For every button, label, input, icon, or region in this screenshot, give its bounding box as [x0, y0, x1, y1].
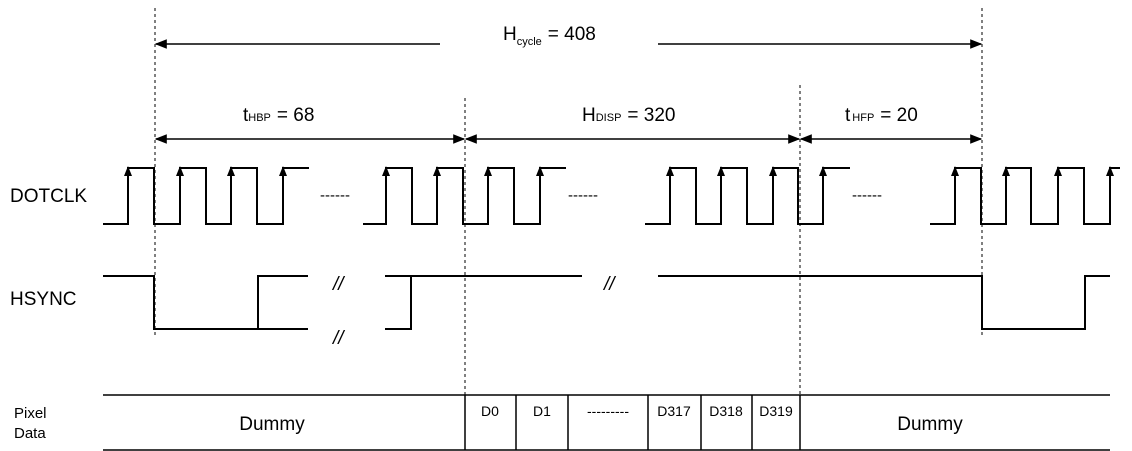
- rising-edge-arrow: [1002, 166, 1010, 176]
- pixel-cell-d318: D318: [709, 403, 743, 419]
- dotclk-segment-1: [103, 167, 309, 225]
- pixel-cell-d0: D0: [481, 403, 499, 419]
- rising-edge-arrow: [717, 166, 725, 176]
- rising-edge-arrow: [484, 166, 492, 176]
- pixel-cell-d1: D1: [533, 403, 551, 419]
- thfp-label: t HFP = 20: [845, 105, 918, 126]
- hsync-signal-label: HSYNC: [10, 289, 77, 310]
- hsync-break-lower: //: [331, 328, 345, 349]
- pixel-cell-d317: D317: [657, 403, 691, 419]
- pixel-data-bus: [103, 394, 1110, 451]
- hsync-rise-segment: [257, 275, 308, 329]
- hcycle-label: Hcycle = 408: [503, 24, 596, 48]
- rising-edge-arrow: [279, 166, 287, 176]
- hsync-high-right: [658, 275, 1110, 330]
- dotclk-signal-label: DOTCLK: [10, 186, 87, 207]
- pixel-dummy-right: Dummy: [897, 414, 963, 435]
- rising-edge-arrow: [382, 166, 390, 176]
- pixel-cell-d319: D319: [759, 403, 793, 419]
- dotclk-waveform: [103, 167, 1120, 225]
- rising-edge-arrow: [176, 166, 184, 176]
- thbp-label: tHBP = 68: [243, 105, 314, 126]
- hdisp-label: HDISP = 320: [582, 105, 676, 126]
- dotclk-segment-2: [363, 167, 566, 225]
- pixel-dummy-left: Dummy: [239, 414, 305, 435]
- rising-edge-arrow: [769, 166, 777, 176]
- dotclk-rising-edge-arrows: [124, 166, 1114, 176]
- hsync-break-upper: //: [331, 274, 345, 295]
- rising-edge-arrow: [951, 166, 959, 176]
- hsync-waveform: [103, 275, 1110, 330]
- dotclk-break-1: ------: [320, 187, 350, 204]
- rising-edge-arrow: [1054, 166, 1062, 176]
- pixel-data-label-line2: Data: [14, 425, 46, 442]
- pixel-data-label-line1: Pixel: [14, 405, 47, 422]
- rising-edge-arrow: [124, 166, 132, 176]
- hcycle-dimension: Hcycle = 408: [154, 24, 983, 49]
- period-dimensions: tHBP = 68 HDISP = 320 t HFP = 20: [154, 105, 983, 144]
- rising-edge-arrow: [227, 166, 235, 176]
- dotclk-segment-4: [930, 167, 1120, 225]
- dotclk-break-3: ------: [852, 187, 882, 204]
- pixel-cell-ellipsis: ---------: [587, 403, 629, 419]
- dotclk-break-2: ------: [568, 187, 598, 204]
- hsync-high-left: [103, 275, 308, 330]
- rising-edge-arrow: [433, 166, 441, 176]
- rising-edge-arrow: [819, 166, 827, 176]
- hsync-recovery-low: [385, 275, 412, 330]
- dotclk-segment-3: [645, 167, 850, 225]
- reference-lines: [154, 8, 983, 430]
- hsync-break-mid: //: [602, 274, 616, 295]
- rising-edge-arrow: [1106, 166, 1114, 176]
- rising-edge-arrow: [666, 166, 674, 176]
- rising-edge-arrow: [536, 166, 544, 176]
